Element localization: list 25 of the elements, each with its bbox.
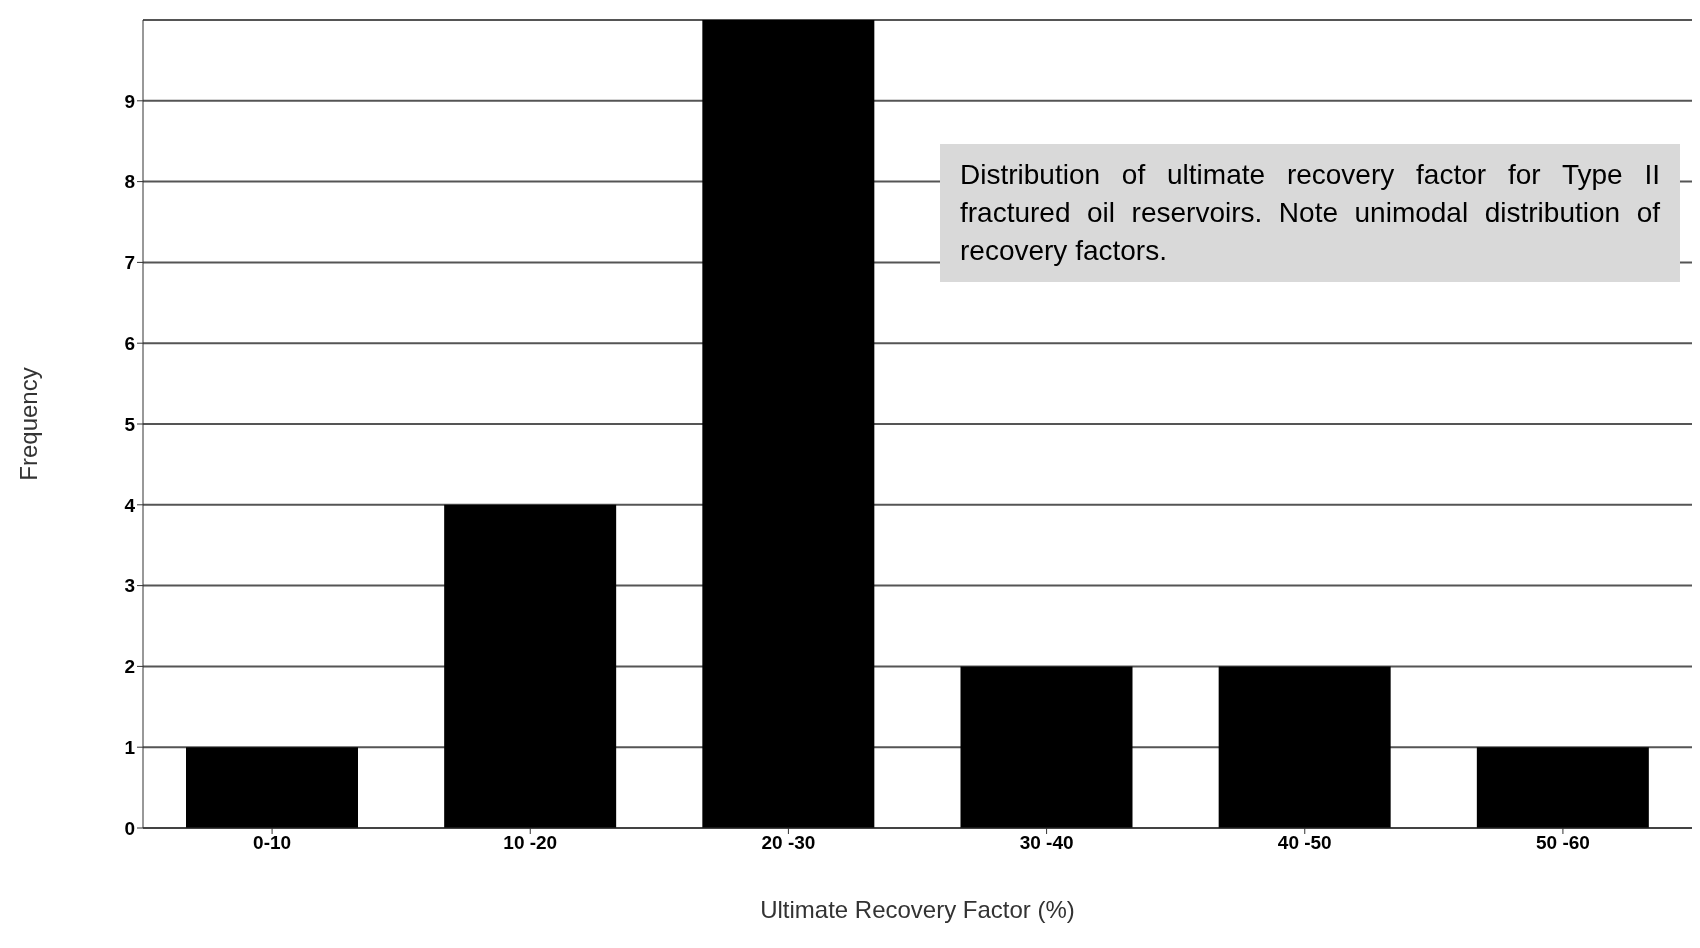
y-tick-label: 0	[124, 817, 135, 839]
y-tick-label: 9	[124, 90, 135, 112]
y-tick-label: 8	[124, 171, 135, 193]
y-tick-label: 5	[124, 413, 136, 435]
x-tick-label: 50 -60	[1535, 832, 1590, 854]
y-axis-title: Frequency	[14, 367, 42, 481]
bar	[1476, 747, 1649, 828]
x-tick-label: 40 -50	[1277, 832, 1332, 854]
y-tick-label: 1	[124, 736, 136, 758]
y-tick-label: 4	[124, 494, 136, 516]
x-axis-title: Ultimate Recovery Factor (%)	[760, 896, 1075, 923]
bar	[702, 20, 875, 828]
annotation: Distribution of ultimate recovery factor for Type II fractured oil reservoirs. Note unimodal distribution of recovery factors.	[940, 144, 1680, 282]
y-tick-label: 6	[124, 332, 135, 354]
x-tick-label: 10 -20	[503, 832, 558, 854]
x-tick-label: 20 -30	[761, 832, 816, 854]
bar	[444, 504, 617, 828]
y-tick-label: 3	[124, 575, 135, 597]
x-tick-label: 30 -40	[1019, 832, 1074, 854]
y-tick-label: 2	[124, 656, 135, 678]
x-tick-label: 0-10	[253, 832, 292, 854]
y-tick-label: 7	[124, 252, 135, 274]
bar	[1218, 666, 1391, 828]
bar	[960, 666, 1133, 828]
bar	[186, 747, 358, 828]
